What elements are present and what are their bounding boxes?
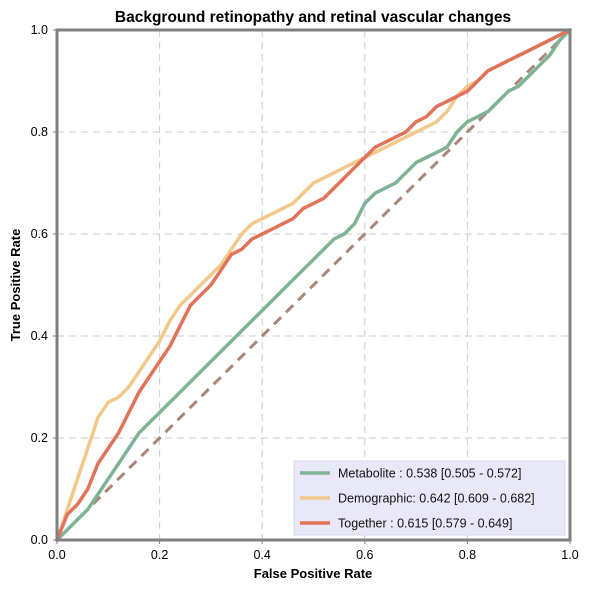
x-tick-label: 0.6: [356, 548, 373, 562]
grid-lines: [57, 30, 570, 540]
x-tick-label: 0.4: [254, 548, 271, 562]
y-tick-label: 0.4: [31, 329, 48, 343]
legend-entry-demographic: Demographic: 0.642 [0.609 - 0.682]: [338, 492, 535, 506]
x-axis-ticks: 0.0 0.2 0.4 0.6 0.8 1.0: [48, 540, 579, 562]
legend: Metabolite : 0.538 [0.505 - 0.572] Demogr…: [293, 460, 566, 536]
y-tick-label: 0.0: [31, 533, 48, 547]
x-tick-label: 0.8: [459, 548, 476, 562]
plot-frame: [55, 28, 572, 542]
y-axis-label: True Positive Rate: [8, 229, 23, 342]
y-tick-label: 0.8: [31, 125, 48, 139]
legend-entry-metabolite: Metabolite : 0.538 [0.505 - 0.572]: [338, 467, 521, 481]
chart-title: Background retinopathy and retinal vascu…: [115, 9, 511, 26]
y-axis-ticks: 0.0 0.2 0.4 0.6 0.8 1.0: [31, 23, 57, 547]
series-line-together: [55, 28, 572, 542]
x-tick-label: 0.2: [151, 548, 168, 562]
legend-box: [293, 460, 566, 536]
legend-entry-together: Together : 0.615 [0.579 - 0.649]: [338, 517, 512, 531]
y-tick-label: 0.2: [31, 431, 48, 445]
y-tick-label: 0.6: [31, 227, 48, 241]
series-line-metabolite: [55, 28, 572, 542]
x-tick-label: 1.0: [561, 548, 578, 562]
series-lines: [55, 28, 572, 542]
x-axis-label: False Positive Rate: [254, 566, 373, 581]
y-tick-label: 1.0: [31, 23, 48, 37]
x-tick-label: 0.0: [48, 548, 65, 562]
